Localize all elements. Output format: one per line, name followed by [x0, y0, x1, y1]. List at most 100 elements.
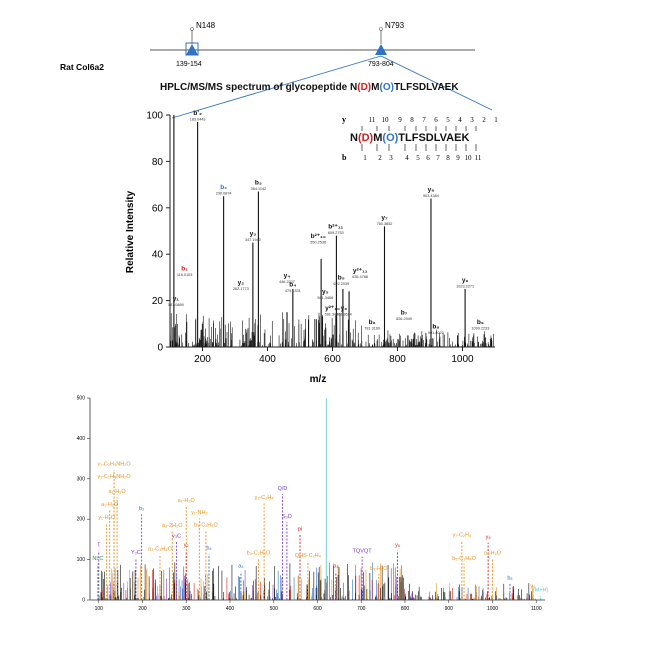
peak-mz-label: 364.1142	[251, 187, 267, 191]
seq-y-number: 7	[422, 116, 426, 124]
peak-ion-label: y₂	[238, 279, 245, 286]
fragment-label: a₁-H₂O	[484, 551, 502, 557]
site2-range: 793-804	[368, 61, 394, 68]
x-tick-label: 1000	[451, 354, 474, 365]
peak-mz-label: 561.3466	[317, 296, 333, 300]
y-tick-label: 80	[152, 157, 164, 168]
protein-schematic: Rat Col6a2 N148 139-154 N793 793-804	[60, 21, 493, 119]
peak-ion-label: b₆	[369, 319, 376, 326]
fragment-label: y₁-NH₃	[191, 510, 208, 516]
fragment-label: y₆	[395, 542, 400, 548]
y-tick-label: 60	[152, 203, 164, 214]
x-tick-label: 400	[259, 354, 276, 365]
fragment-label: a₁-H₂O	[101, 502, 119, 508]
fragment-label: a₃-C₂H₄O	[148, 547, 172, 553]
bottom-noise-peaks	[98, 562, 536, 600]
peak-ion-label: b²⁺₁₀	[311, 233, 326, 240]
peak-ion-label: b₅	[338, 275, 345, 282]
peak-mz-label: 262.1773	[233, 287, 249, 291]
y-tick-label: 40	[152, 250, 164, 261]
peak-ion-label: y₇	[381, 214, 388, 221]
peak-mz-label: 183.0443	[190, 117, 206, 121]
bottom-peaks	[97, 398, 542, 600]
fragment-label: T	[97, 542, 101, 548]
seq-b-number: 1	[363, 154, 367, 162]
top-y-ticks: 0 20 40 60 80 100	[146, 111, 170, 354]
peak-ion-label: b₄	[289, 282, 296, 289]
peak-mz-label: 903.4384	[423, 194, 439, 198]
peak-ion-label: y₅	[322, 289, 329, 296]
seq-y-number: 10	[382, 116, 390, 124]
seq-residue-part: (O)	[382, 132, 398, 144]
seq-y-number: 11	[369, 116, 376, 124]
y-tick-label: 100	[77, 557, 86, 563]
fragment-label: y₂	[184, 542, 189, 548]
y-tick-label: 0	[82, 598, 85, 604]
site1-name: N148	[196, 21, 216, 30]
fragment-label: y₃C	[172, 534, 181, 540]
x-tick-label: 700	[357, 606, 366, 612]
seq-y-number: 4	[458, 116, 462, 124]
fragment-label: y₇-C₂H₄	[452, 532, 472, 538]
site2-triangle-icon	[375, 44, 387, 55]
peak-mz-label: 760.3852	[377, 222, 393, 226]
seq-y-row-label: y	[342, 115, 346, 124]
seq-residues: N(D)M(O)TLFSDLVAEK	[350, 132, 469, 144]
seq-residue-part: (D)	[358, 132, 374, 144]
peak-mz-label: 230.0874	[216, 192, 232, 196]
x-tick-label: 800	[389, 354, 406, 365]
peak-ion-label: b²⁺₁₁	[328, 224, 343, 231]
seq-y-number: 9	[398, 116, 402, 124]
peak-ion-label: b₈	[432, 323, 439, 330]
peak-ion-label: b₃	[255, 180, 262, 187]
peak-mz-label: 475.1331	[285, 289, 301, 293]
title-part-2: M	[371, 82, 379, 93]
fragment-label: y₉	[530, 584, 535, 590]
x-tick-label: 1000	[487, 606, 498, 612]
peak-mz-label: 446.2327	[279, 280, 295, 284]
fragment-label: a₁-H₂O	[109, 489, 127, 495]
peak-mz-label: 991.4023	[428, 331, 444, 335]
fragment-label: pi	[298, 526, 302, 532]
seq-residue-part: N	[350, 132, 358, 144]
seq-y-numbers: 11 10 9 8 7 6 5 4 3 2 1	[369, 116, 499, 124]
fragment-label: Q/D	[278, 486, 288, 492]
seq-ticks	[361, 126, 477, 151]
peak-ion-label: b₉	[477, 319, 484, 326]
fragment-label: b₅-C₂H₄O	[452, 556, 476, 562]
title-part-3: (O)	[379, 82, 393, 93]
fragment-label: y₂-C₂H₄	[255, 495, 275, 501]
seq-b-number: 11	[475, 154, 482, 162]
peak-ion-label: y₉	[462, 277, 469, 284]
site2-name: N793	[385, 21, 405, 30]
peak-ion-label: b₂	[220, 184, 227, 191]
peak-ion-label: b'₂	[193, 110, 202, 117]
peak-mz-label: 618.3624	[336, 312, 352, 316]
seq-b-number: 9	[456, 154, 460, 162]
fragment-label: b₃-C₂H₄O	[247, 551, 271, 557]
fragment-label: a₁-H₂O	[178, 498, 196, 504]
peak-ion-label: b₁	[181, 265, 188, 272]
seq-b-numbers: 1 2 3 4 5 6 7 8 9 10 11	[363, 154, 482, 162]
peak-ion-label: y₈	[428, 187, 435, 194]
fragment-label: a₃-2H₂O	[162, 523, 183, 529]
peak-mz-label: 1099.2233	[471, 326, 489, 330]
seq-b-number: 3	[389, 154, 393, 162]
peak-mz-label: 550.2536	[310, 240, 326, 244]
fragment-label: b₅	[507, 576, 512, 582]
x-tick-label: 800	[401, 606, 410, 612]
y-tick-label: 500	[77, 396, 86, 402]
peak-mz-label: 1023.2271	[456, 285, 474, 289]
site1-range: 139-154	[176, 61, 202, 68]
y-tick-label: 300	[77, 476, 86, 482]
x-tick-label: 600	[324, 354, 341, 365]
fragment-label: Y₃C	[131, 550, 141, 556]
peak-mz-label: 347.1940	[245, 238, 261, 242]
fragment-label: b₄	[333, 563, 339, 569]
x-tick-label: 200	[138, 606, 147, 612]
site1-triangle-icon	[186, 44, 198, 55]
bottom-y-ticks: 0 100 200 300 400 500	[77, 396, 90, 604]
